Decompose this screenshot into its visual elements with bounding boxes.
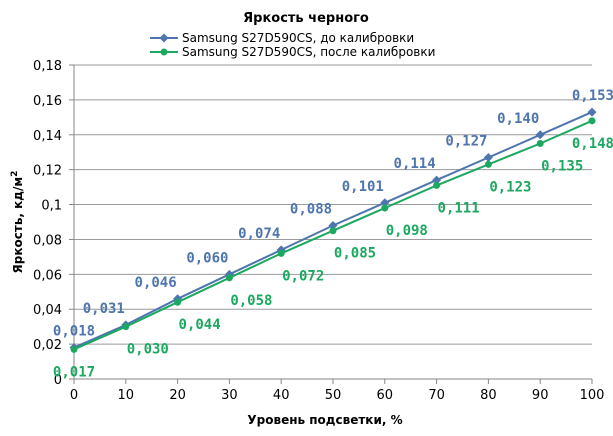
series-2-point (329, 227, 337, 235)
series-2-data-label: 0,085 (334, 246, 376, 262)
x-tick-label: 100 (580, 388, 605, 403)
y-tick-label: 0 (54, 373, 62, 388)
x-tick-label: 90 (532, 388, 549, 403)
series-1-point (483, 152, 493, 162)
legend-label-2: Samsung S27D590CS, после калибровки (182, 45, 435, 59)
gridlines (74, 64, 592, 345)
series-2-data-label: 0,123 (489, 179, 531, 195)
x-tick-label: 20 (169, 388, 186, 403)
x-tick-label: 40 (273, 388, 290, 403)
series-2-data-label: 0,030 (127, 342, 169, 358)
x-tick-label: 50 (325, 388, 342, 403)
y-tick-labels: 0 0,02 0,04 0,06 0,08 0,1 0,12 0,14 0,16 0,18 (33, 59, 62, 388)
series-2-point (122, 323, 130, 331)
series-2-data-label: 0,135 (541, 159, 583, 175)
data-labels: 0,018 0,031 0,046 0,060 0,074 0,088 0,101 0,114… (53, 88, 613, 380)
x-tick-labels: 0 10 20 30 40 50 60 70 80 90 100 (70, 388, 605, 403)
y-tick-label: 0,16 (33, 94, 62, 109)
legend-marker-2 (160, 48, 168, 56)
series-1-data-label: 0,018 (53, 324, 95, 340)
legend-marker-1 (159, 33, 169, 43)
x-tick-label: 60 (377, 388, 394, 403)
series-2-data-label: 0,148 (572, 136, 613, 152)
series-2-data-label: 0,072 (282, 268, 324, 284)
series-1-data-label: 0,060 (186, 250, 228, 266)
series-1-data-label: 0,140 (497, 111, 539, 127)
series-1-point (380, 198, 390, 208)
x-tick-label: 0 (70, 388, 78, 403)
series-2-data-label: 0,098 (386, 223, 428, 239)
y-axis-title-superscript: 2 (10, 171, 20, 177)
y-tick-label: 0,12 (33, 164, 62, 179)
series-2-data-label: 0,058 (230, 293, 272, 309)
series-2-point (381, 204, 389, 212)
series-2-point (433, 181, 441, 189)
series-1-data-label: 0,088 (290, 201, 332, 217)
legend-label-1: Samsung S27D590CS, до калибровки (182, 31, 414, 45)
y-tick-label: 0,02 (33, 338, 62, 353)
series-1-data-label: 0,074 (238, 226, 280, 242)
series-2-point (588, 117, 596, 125)
y-tick-label: 0,04 (33, 303, 62, 318)
series-2-data-label: 0,017 (53, 364, 95, 380)
y-tick-label: 0,1 (41, 199, 62, 214)
x-tick-label: 10 (118, 388, 135, 403)
series-group (69, 107, 597, 353)
series-1-data-label: 0,114 (394, 156, 436, 172)
series-1-data-label: 0,101 (342, 179, 384, 195)
series-2-point (174, 298, 182, 306)
series-1-point (328, 220, 338, 230)
series-1-data-label: 0,153 (572, 88, 613, 104)
series-1-data-label: 0,046 (135, 275, 177, 291)
series-1-data-label: 0,031 (83, 301, 125, 317)
series-2-point (225, 274, 233, 282)
series-1-data-label: 0,127 (445, 133, 487, 149)
series-1-point (535, 130, 545, 140)
y-tick-label: 0,18 (33, 59, 62, 74)
series-2-point (277, 249, 285, 257)
series-2-point (70, 345, 78, 353)
chart-title: Яркость черного (243, 11, 369, 26)
x-axis-title: Уровень подсветки, % (247, 413, 402, 427)
series-line-2 (73, 119, 593, 351)
y-axis-title-main: Яркость, кд/м (11, 177, 25, 274)
series-1-point (432, 175, 442, 185)
x-tick-label: 30 (221, 388, 238, 403)
x-tick-label: 70 (428, 388, 445, 403)
x-tick-label: 80 (480, 388, 497, 403)
series-2-point (484, 160, 492, 168)
y-tick-label: 0,08 (33, 233, 62, 248)
series-1-point (587, 107, 597, 117)
y-tick-label: 0,14 (33, 129, 62, 144)
y-tick-label: 0,06 (33, 268, 62, 283)
y-axis-title: Яркость, кд/м2 (10, 171, 25, 274)
axes (69, 64, 593, 384)
series-2-data-label: 0,111 (438, 200, 480, 216)
legend: Samsung S27D590CS, до калибровкиSamsung … (150, 31, 435, 59)
series-2-data-label: 0,044 (179, 317, 221, 333)
series-2-point (536, 140, 544, 147)
